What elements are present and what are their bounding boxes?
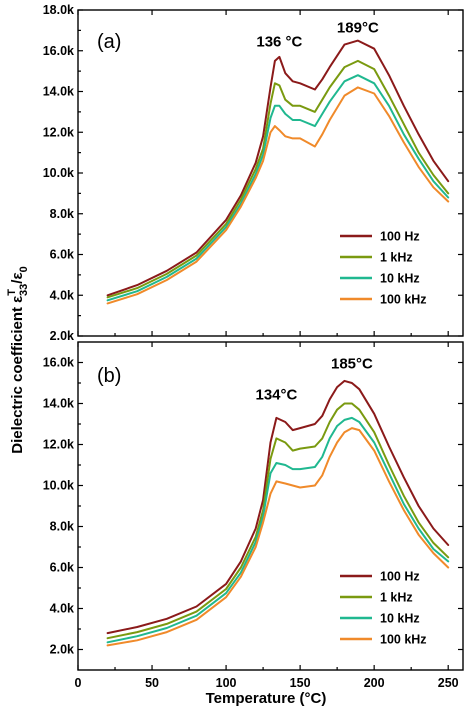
y-tick-label: 8.0k [50,207,74,221]
peak-annotation: 185°C [331,356,373,373]
x-axis-label: Temperature (°C) [206,690,327,707]
x-tick-label: 0 [75,676,82,690]
y-tick-label: 6.0k [50,561,74,575]
x-tick-label: 50 [145,676,159,690]
series-line-100-khz [106,427,450,647]
series-line-100-hz [106,39,450,297]
peak-annotation: 134°C [255,386,297,403]
y-tick-label: 12.0k [43,125,74,139]
x-tick-label: 250 [438,676,459,690]
y-tick-label: 12.0k [43,438,74,452]
legend-label: 10 kHz [380,612,420,626]
series-line-10-khz [106,416,450,644]
legend-label: 100 kHz [380,293,427,307]
y-tick-label: 10.0k [43,166,74,180]
legend-label: 1 kHz [380,251,413,265]
plot-frame [77,9,464,337]
y-tick-label: 6.0k [50,248,74,262]
y-tick-label: 2.0k [50,643,74,657]
legend-label: 100 Hz [380,570,420,584]
legend-label: 1 kHz [380,591,413,605]
y-tick-label: 14.0k [43,397,74,411]
y-tick-label: 16.0k [43,356,74,370]
x-tick-label: 200 [364,676,385,690]
y-tick-label: 4.0k [50,602,74,616]
x-tick-label: 100 [216,676,237,690]
series-line-10-khz [106,74,450,302]
panel-label: (b) [97,365,121,387]
series-line-100-khz [106,86,450,305]
peak-annotation: 136 °C [256,34,302,51]
y-tick-label: 4.0k [50,288,74,302]
y-tick-label: 8.0k [50,520,74,534]
y-tick-label: 16.0k [43,44,74,58]
y-tick-label: 10.0k [43,479,74,493]
y-axis-label: Dielectric coefficient εT33/ε0 [6,266,30,453]
legend-label: 100 Hz [380,230,420,244]
legend-label: 100 kHz [380,633,427,647]
peak-annotation: 189°C [337,19,379,36]
legend-label: 10 kHz [380,272,420,286]
panel-a-chart: 2.0k 4.0k 6.0k 8.0k 10.0k 12.0k 14.0k 16.0k 18.0… [43,3,464,343]
series-line-100-hz [106,379,450,635]
panel-label: (a) [97,31,121,53]
y-tick-label: 2.0k [50,329,74,343]
y-tick-label: 14.0k [43,85,74,99]
y-tick-label: 18.0k [43,3,74,17]
series-line-1-khz [106,59,450,299]
x-tick-label: 150 [290,676,311,690]
panel-b-chart: 2.0k 4.0k 6.0k 8.0k 10.0k 12.0k 14.0k 16.0k 0 50 1… [43,341,464,690]
series-line-1-khz [106,402,450,640]
